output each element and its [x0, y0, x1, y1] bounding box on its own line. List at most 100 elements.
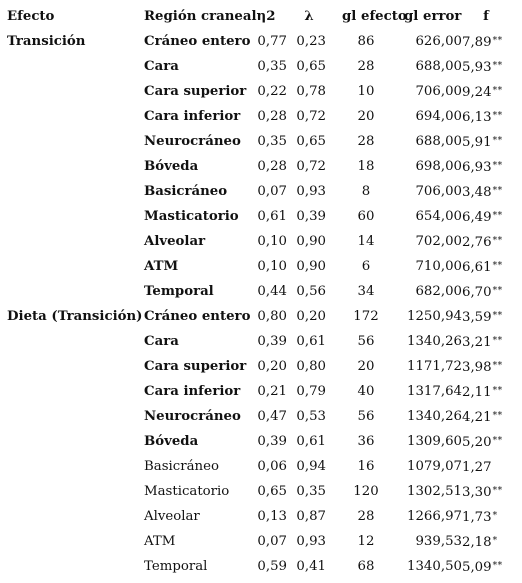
- gl-effect-cell: 10: [357, 84, 375, 99]
- gl-error-cell: 688,00: [415, 134, 462, 149]
- region-cell: Basicráneo: [144, 184, 228, 199]
- gl-error-cell: 1302,51: [407, 484, 462, 499]
- region-cell: Bóveda: [144, 159, 199, 174]
- eta-cell: 0,20: [257, 359, 287, 374]
- gl-error-cell: 1309,60: [407, 434, 462, 449]
- eta-cell: 0,59: [257, 559, 287, 574]
- gl-error-cell: 1171,72: [407, 359, 462, 374]
- eta-cell: 0,07: [257, 534, 287, 549]
- lambda-cell: 0,61: [296, 434, 326, 449]
- f-value: 5,91: [462, 135, 492, 150]
- gl-effect-cell: 172: [353, 309, 379, 324]
- f-value: 4,21: [462, 410, 492, 425]
- f-cell: 4,21**: [462, 404, 520, 430]
- gl-effect-cell: 34: [357, 284, 375, 299]
- table-row: Neurocráneo 0,47 0,53 56 1340,26 4,21**: [0, 404, 522, 429]
- gl-effect-cell: 28: [357, 509, 375, 524]
- eta-cell: 0,10: [257, 234, 287, 249]
- region-cell: Cráneo entero: [144, 34, 251, 49]
- f-value: 2,76: [462, 235, 492, 250]
- f-cell: 2,18*: [462, 529, 520, 555]
- significance-marker: **: [492, 561, 503, 571]
- gl-effect-cell: 6: [361, 259, 371, 274]
- eta-cell: 0,80: [257, 309, 287, 324]
- significance-marker: *: [492, 511, 498, 521]
- gl-error-cell: 682,00: [415, 284, 462, 299]
- f-cell: 6,49**: [462, 204, 520, 230]
- eta-cell: 0,65: [257, 484, 287, 499]
- significance-marker: **: [492, 486, 503, 496]
- table-row: Basicráneo 0,07 0,93 8 706,00 3,48**: [0, 179, 522, 204]
- eta-cell: 0,77: [257, 34, 287, 49]
- significance-marker: **: [492, 111, 503, 121]
- f-value: 6,70: [462, 285, 492, 300]
- gl-error-cell: 698,00: [415, 159, 462, 174]
- gl-effect-cell: 40: [357, 384, 375, 399]
- table-row: Bóveda 0,28 0,72 18 698,00 6,93**: [0, 154, 522, 179]
- region-cell: Masticatorio: [144, 209, 239, 224]
- significance-marker: **: [492, 136, 503, 146]
- header-gl-error: gl error: [404, 9, 462, 24]
- lambda-cell: 0,20: [296, 309, 326, 324]
- lambda-cell: 0,72: [296, 109, 326, 124]
- gl-effect-cell: 56: [357, 409, 375, 424]
- gl-error-cell: 1250,94: [407, 309, 462, 324]
- gl-effect-cell: 8: [361, 184, 371, 199]
- gl-error-cell: 706,00: [415, 84, 462, 99]
- table-header: Efecto Región craneal η2 λ gl efecto gl …: [0, 4, 522, 29]
- significance-marker: **: [492, 411, 503, 421]
- gl-error-cell: 1340,26: [407, 334, 462, 349]
- region-cell: Temporal: [144, 559, 208, 574]
- region-cell: Neurocráneo: [144, 134, 241, 149]
- table-row: Dieta (Transición) Cráneo entero 0,80 0,20 1…: [0, 304, 522, 329]
- eta-cell: 0,61: [257, 209, 287, 224]
- gl-effect-cell: 56: [357, 334, 375, 349]
- f-value: 5,09: [462, 560, 492, 575]
- gl-error-cell: 626,00: [415, 34, 462, 49]
- table-row: Cara inferior 0,28 0,72 20 694,00 6,13**: [0, 104, 522, 129]
- region-cell: Cara: [144, 334, 179, 349]
- eta-cell: 0,44: [257, 284, 287, 299]
- f-cell: 6,70**: [462, 279, 520, 305]
- f-cell: 2,76**: [462, 229, 520, 255]
- f-cell: 7,89**: [462, 29, 520, 55]
- eta-cell: 0,47: [257, 409, 287, 424]
- header-eta: η2: [256, 9, 276, 24]
- eta-cell: 0,06: [257, 459, 287, 474]
- region-cell: Bóveda: [144, 434, 199, 449]
- significance-marker: **: [492, 186, 503, 196]
- table-row: Alveolar 0,13 0,87 28 1266,97 1,73*: [0, 504, 522, 529]
- region-cell: ATM: [144, 534, 176, 549]
- eta-cell: 0,39: [257, 434, 287, 449]
- f-value: 3,21: [462, 335, 492, 350]
- significance-marker: **: [492, 161, 503, 171]
- lambda-cell: 0,61: [296, 334, 326, 349]
- gl-error-cell: 1340,26: [407, 409, 462, 424]
- gl-effect-cell: 20: [357, 109, 375, 124]
- table-row: ATM 0,10 0,90 6 710,00 6,61**: [0, 254, 522, 279]
- region-cell: Masticatorio: [144, 484, 230, 499]
- header-gl-effect: gl efecto: [342, 9, 407, 24]
- f-value: 3,59: [462, 310, 492, 325]
- gl-effect-cell: 120: [353, 484, 379, 499]
- lambda-cell: 0,93: [296, 534, 326, 549]
- table-row: Cara 0,39 0,61 56 1340,26 3,21**: [0, 329, 522, 354]
- f-value: 5,20: [462, 435, 492, 450]
- lambda-cell: 0,79: [296, 384, 326, 399]
- eta-cell: 0,35: [257, 134, 287, 149]
- region-cell: Temporal: [144, 284, 214, 299]
- f-value: 9,24: [462, 85, 492, 100]
- significance-marker: *: [492, 536, 498, 546]
- f-cell: 3,21**: [462, 329, 520, 355]
- gl-effect-cell: 20: [357, 359, 375, 374]
- region-cell: Alveolar: [144, 509, 200, 524]
- table-row: Temporal 0,44 0,56 34 682,00 6,70**: [0, 279, 522, 304]
- f-cell: 6,61**: [462, 254, 520, 280]
- eta-cell: 0,28: [257, 159, 287, 174]
- gl-error-cell: 694,00: [415, 109, 462, 124]
- lambda-cell: 0,41: [296, 559, 326, 574]
- gl-error-cell: 702,00: [415, 234, 462, 249]
- table-row: Cara 0,35 0,65 28 688,00 5,93**: [0, 54, 522, 79]
- region-cell: Cara inferior: [144, 384, 241, 399]
- gl-error-cell: 939,53: [415, 534, 462, 549]
